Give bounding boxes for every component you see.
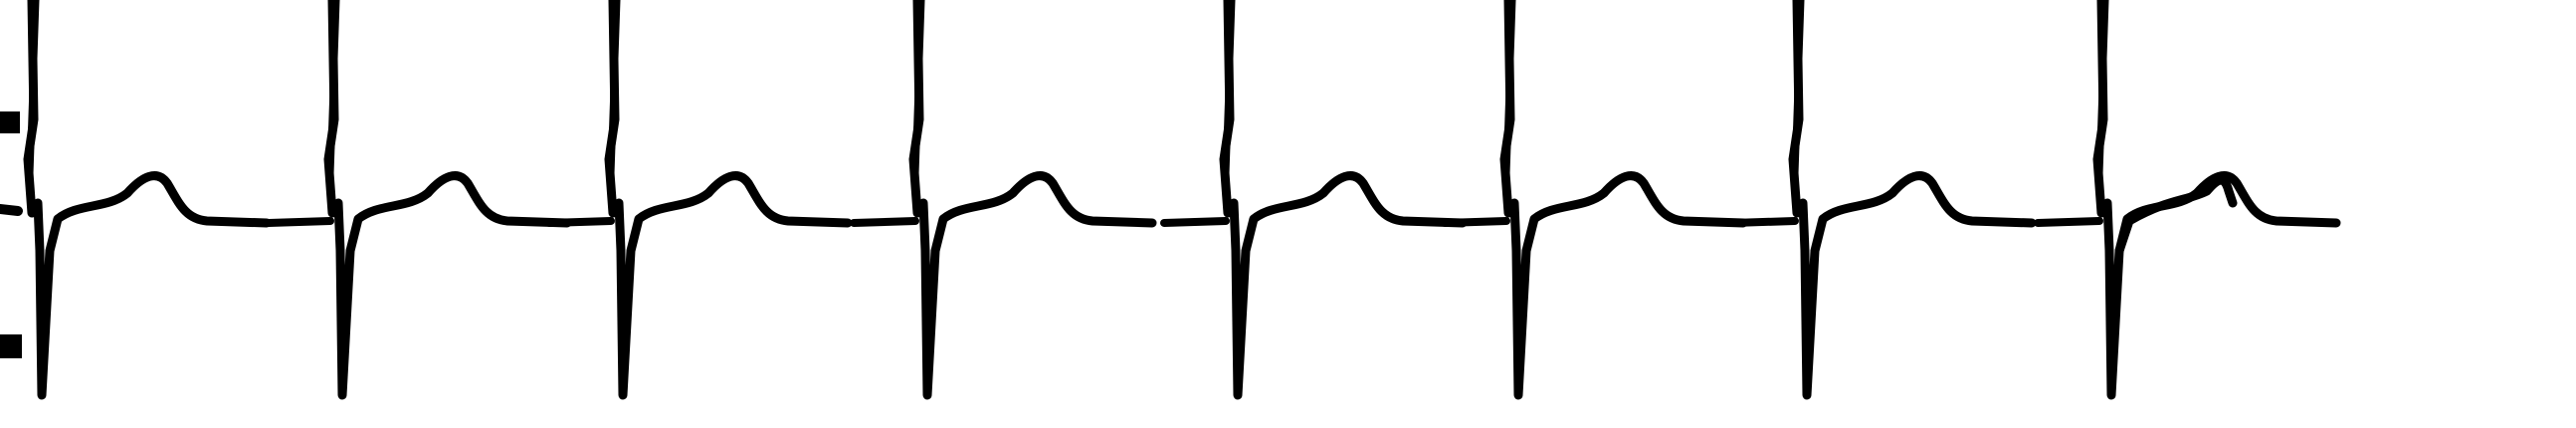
calibration-marker-lower (0, 334, 22, 358)
ecg-upper-stroke-5 (1222, 0, 1236, 178)
ecg-upper-stroke-8 (2095, 0, 2109, 178)
ecg-upper-stroke-7 (1791, 0, 1805, 178)
ecg-baseline-7 (2034, 217, 2103, 227)
ecg-upper-stroke-6 (1502, 0, 1516, 178)
ecg-baseline-6 (1729, 217, 1799, 227)
calibration-tick (0, 204, 23, 216)
ecg-beat-4 (908, 0, 1157, 400)
ecg-beat-8 (2092, 0, 2341, 400)
ecg-baseline-5 (1441, 217, 1510, 227)
ecg-beat-6 (1499, 0, 1748, 400)
ecg-baseline-1 (265, 217, 334, 227)
ecg-upper-stroke-1 (26, 0, 40, 178)
ecg-beat-7 (1788, 0, 2037, 400)
ecg-upper-stroke-3 (607, 0, 621, 178)
ecg-baseline-4 (1160, 217, 1230, 227)
ecg-beat-3 (604, 0, 853, 400)
ecg-beat-5 (1219, 0, 1468, 400)
ecg-upper-stroke-4 (911, 0, 925, 178)
ecg-beat-2 (323, 0, 572, 400)
ecg-baseline-2 (545, 217, 615, 227)
ecg-baseline-3 (850, 217, 919, 227)
ecg-beat-1 (23, 0, 272, 400)
ecg-upper-stroke-2 (326, 0, 340, 178)
ecg-final-t-wave (2114, 175, 2238, 256)
calibration-marker-upper (0, 111, 20, 133)
